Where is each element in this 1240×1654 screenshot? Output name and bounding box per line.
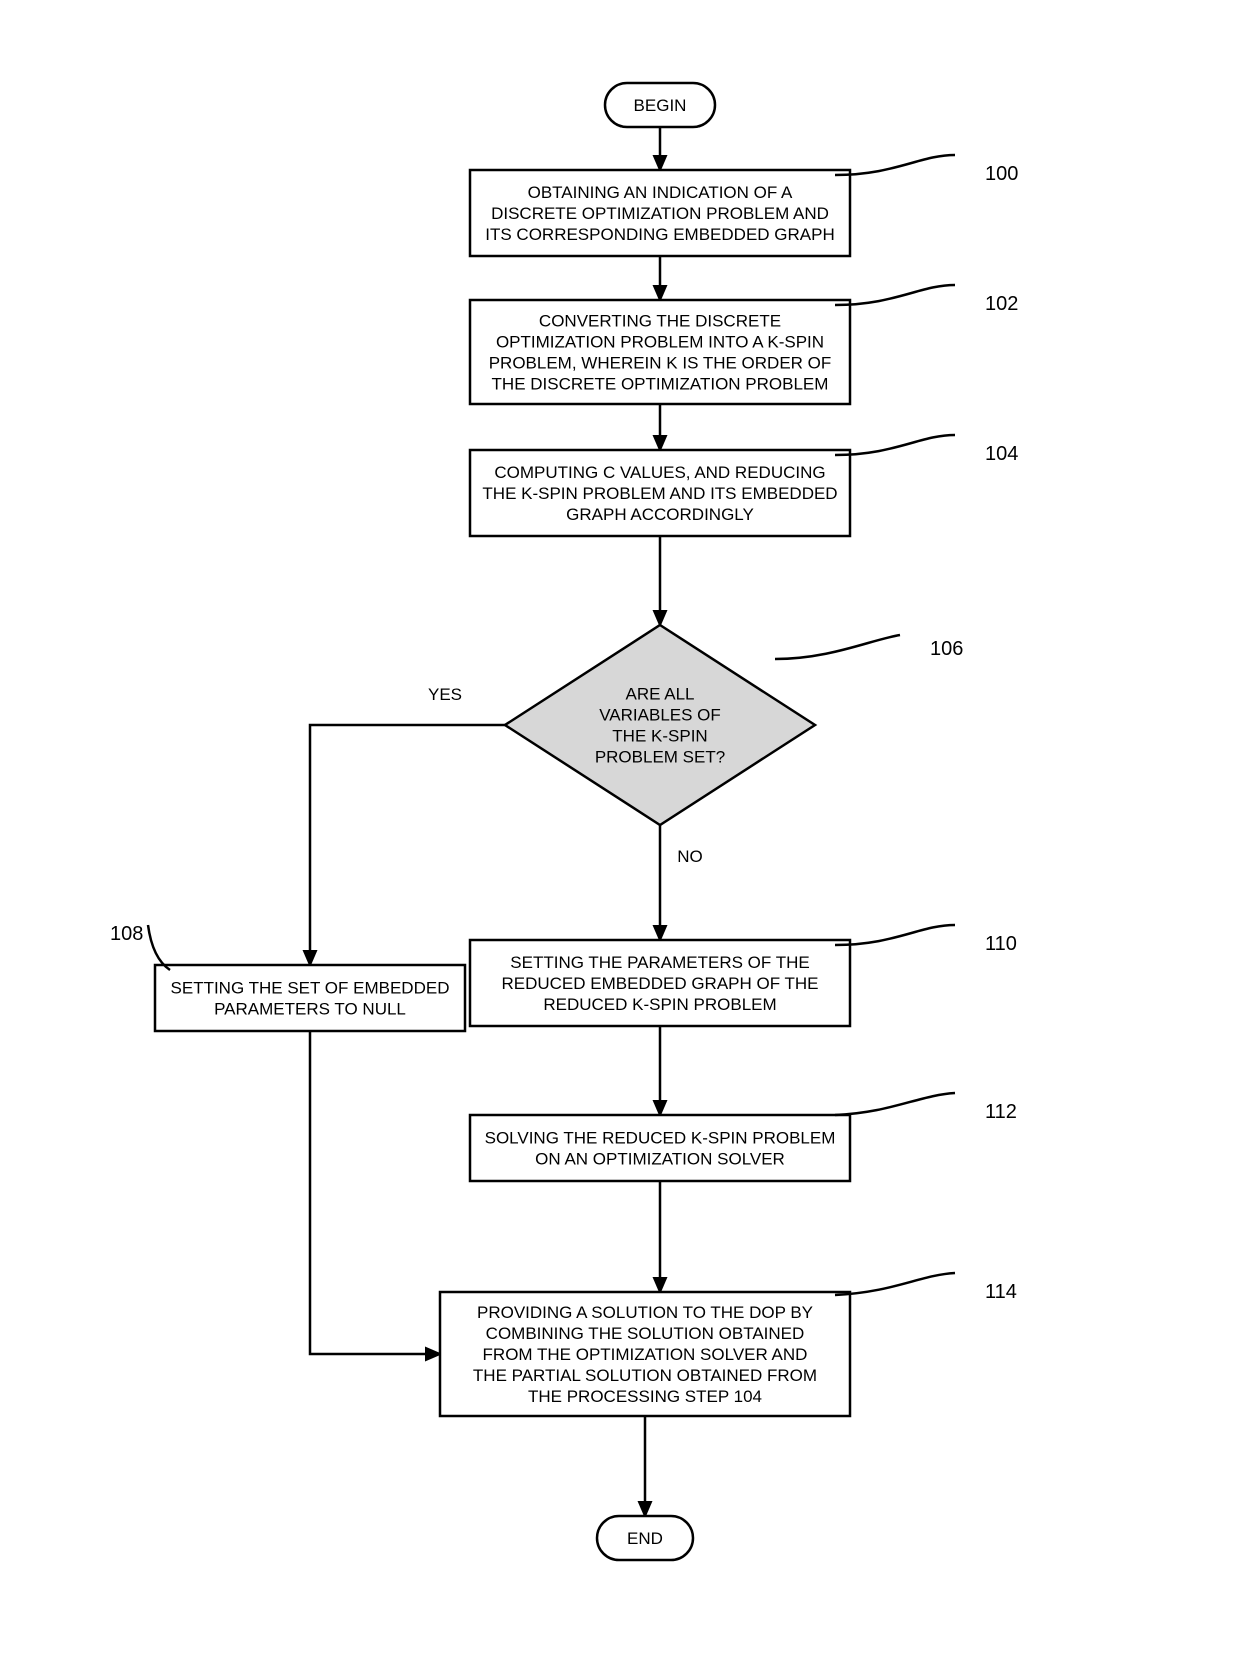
ref-112: 112 — [985, 1101, 1017, 1123]
a-108-114 — [310, 1031, 440, 1354]
ref-114: 114 — [985, 1281, 1017, 1303]
ref-106: 106 — [930, 638, 963, 660]
ref-104: 104 — [985, 443, 1018, 465]
box-108 — [155, 965, 465, 1031]
ref-110: 110 — [985, 933, 1017, 955]
ref-line-p114 — [835, 1273, 955, 1295]
ref-line-p110 — [835, 925, 955, 945]
ref-line-p102 — [835, 285, 955, 305]
box-112 — [470, 1115, 850, 1181]
ref-line-p104 — [835, 435, 955, 455]
label-yes: YES — [428, 685, 462, 704]
ref-102: 102 — [985, 293, 1018, 315]
ref-line-p106 — [775, 635, 900, 659]
ref-line-p100 — [835, 155, 955, 175]
flowchart: BEGIN OBTAINING AN INDICATION OF ADISCRET… — [0, 0, 1240, 1654]
terminator-end-label: END — [627, 1529, 663, 1548]
terminator-begin-label: BEGIN — [634, 96, 687, 115]
decision-106 — [505, 625, 815, 825]
box-100-text: OBTAINING AN INDICATION OF ADISCRETE OPT… — [485, 183, 835, 244]
ref-100: 100 — [985, 163, 1018, 185]
label-no: NO — [677, 847, 703, 866]
a-106-yes-108 — [310, 725, 505, 965]
ref-line-p112 — [835, 1093, 955, 1115]
ref-line-p108 — [148, 925, 170, 970]
box-110-text: SETTING THE PARAMETERS OF THEREDUCED EMB… — [501, 953, 818, 1014]
ref-108: 108 — [110, 923, 143, 945]
